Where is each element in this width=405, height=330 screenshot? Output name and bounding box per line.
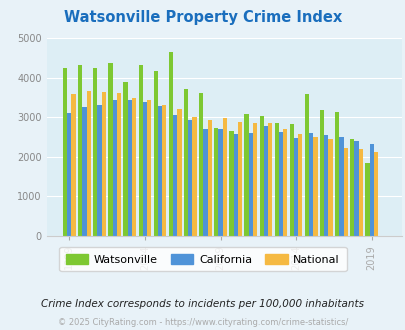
Bar [343, 148, 347, 236]
Bar [112, 100, 117, 236]
Bar [233, 134, 237, 236]
Bar [304, 94, 308, 236]
Bar [123, 82, 128, 236]
Bar [78, 65, 82, 236]
Bar [328, 139, 332, 236]
Bar [278, 132, 282, 236]
Bar [267, 123, 272, 236]
Bar [274, 123, 278, 236]
Bar [138, 65, 143, 236]
Bar [183, 89, 188, 236]
Bar [143, 102, 147, 236]
Bar [67, 113, 71, 236]
Bar [93, 68, 97, 236]
Text: Crime Index corresponds to incidents per 100,000 inhabitants: Crime Index corresponds to incidents per… [41, 299, 364, 309]
Bar [259, 115, 263, 236]
Bar [153, 71, 158, 236]
Bar [313, 137, 317, 236]
Bar [147, 100, 151, 236]
Bar [248, 133, 252, 236]
Bar [350, 139, 354, 236]
Bar [324, 135, 328, 236]
Bar [369, 144, 373, 236]
Bar [71, 94, 75, 236]
Bar [168, 52, 173, 236]
Bar [158, 106, 162, 236]
Bar [222, 117, 226, 236]
Bar [97, 105, 102, 236]
Bar [298, 134, 302, 236]
Bar [188, 119, 192, 236]
Bar [203, 129, 207, 236]
Bar [102, 92, 106, 236]
Bar [252, 123, 256, 236]
Bar [207, 119, 211, 236]
Bar [237, 122, 241, 236]
Bar [229, 131, 233, 236]
Bar [354, 141, 358, 236]
Bar [198, 93, 203, 236]
Bar [63, 68, 67, 236]
Bar [108, 62, 112, 236]
Bar [364, 163, 369, 236]
Bar [218, 129, 222, 236]
Legend: Watsonville, California, National: Watsonville, California, National [59, 247, 346, 271]
Text: Watsonville Property Crime Index: Watsonville Property Crime Index [64, 10, 341, 25]
Bar [308, 133, 313, 236]
Bar [334, 113, 339, 236]
Bar [86, 91, 91, 236]
Bar [358, 149, 362, 236]
Bar [128, 100, 132, 236]
Bar [82, 107, 86, 236]
Bar [162, 105, 166, 236]
Bar [319, 110, 324, 236]
Bar [132, 98, 136, 236]
Bar [173, 115, 177, 236]
Text: © 2025 CityRating.com - https://www.cityrating.com/crime-statistics/: © 2025 CityRating.com - https://www.city… [58, 318, 347, 327]
Bar [293, 138, 298, 236]
Bar [177, 109, 181, 236]
Bar [289, 124, 293, 236]
Bar [339, 137, 343, 236]
Bar [214, 128, 218, 236]
Bar [117, 93, 121, 236]
Bar [192, 117, 196, 236]
Bar [373, 152, 377, 236]
Bar [263, 126, 267, 236]
Bar [282, 129, 287, 236]
Bar [244, 114, 248, 236]
